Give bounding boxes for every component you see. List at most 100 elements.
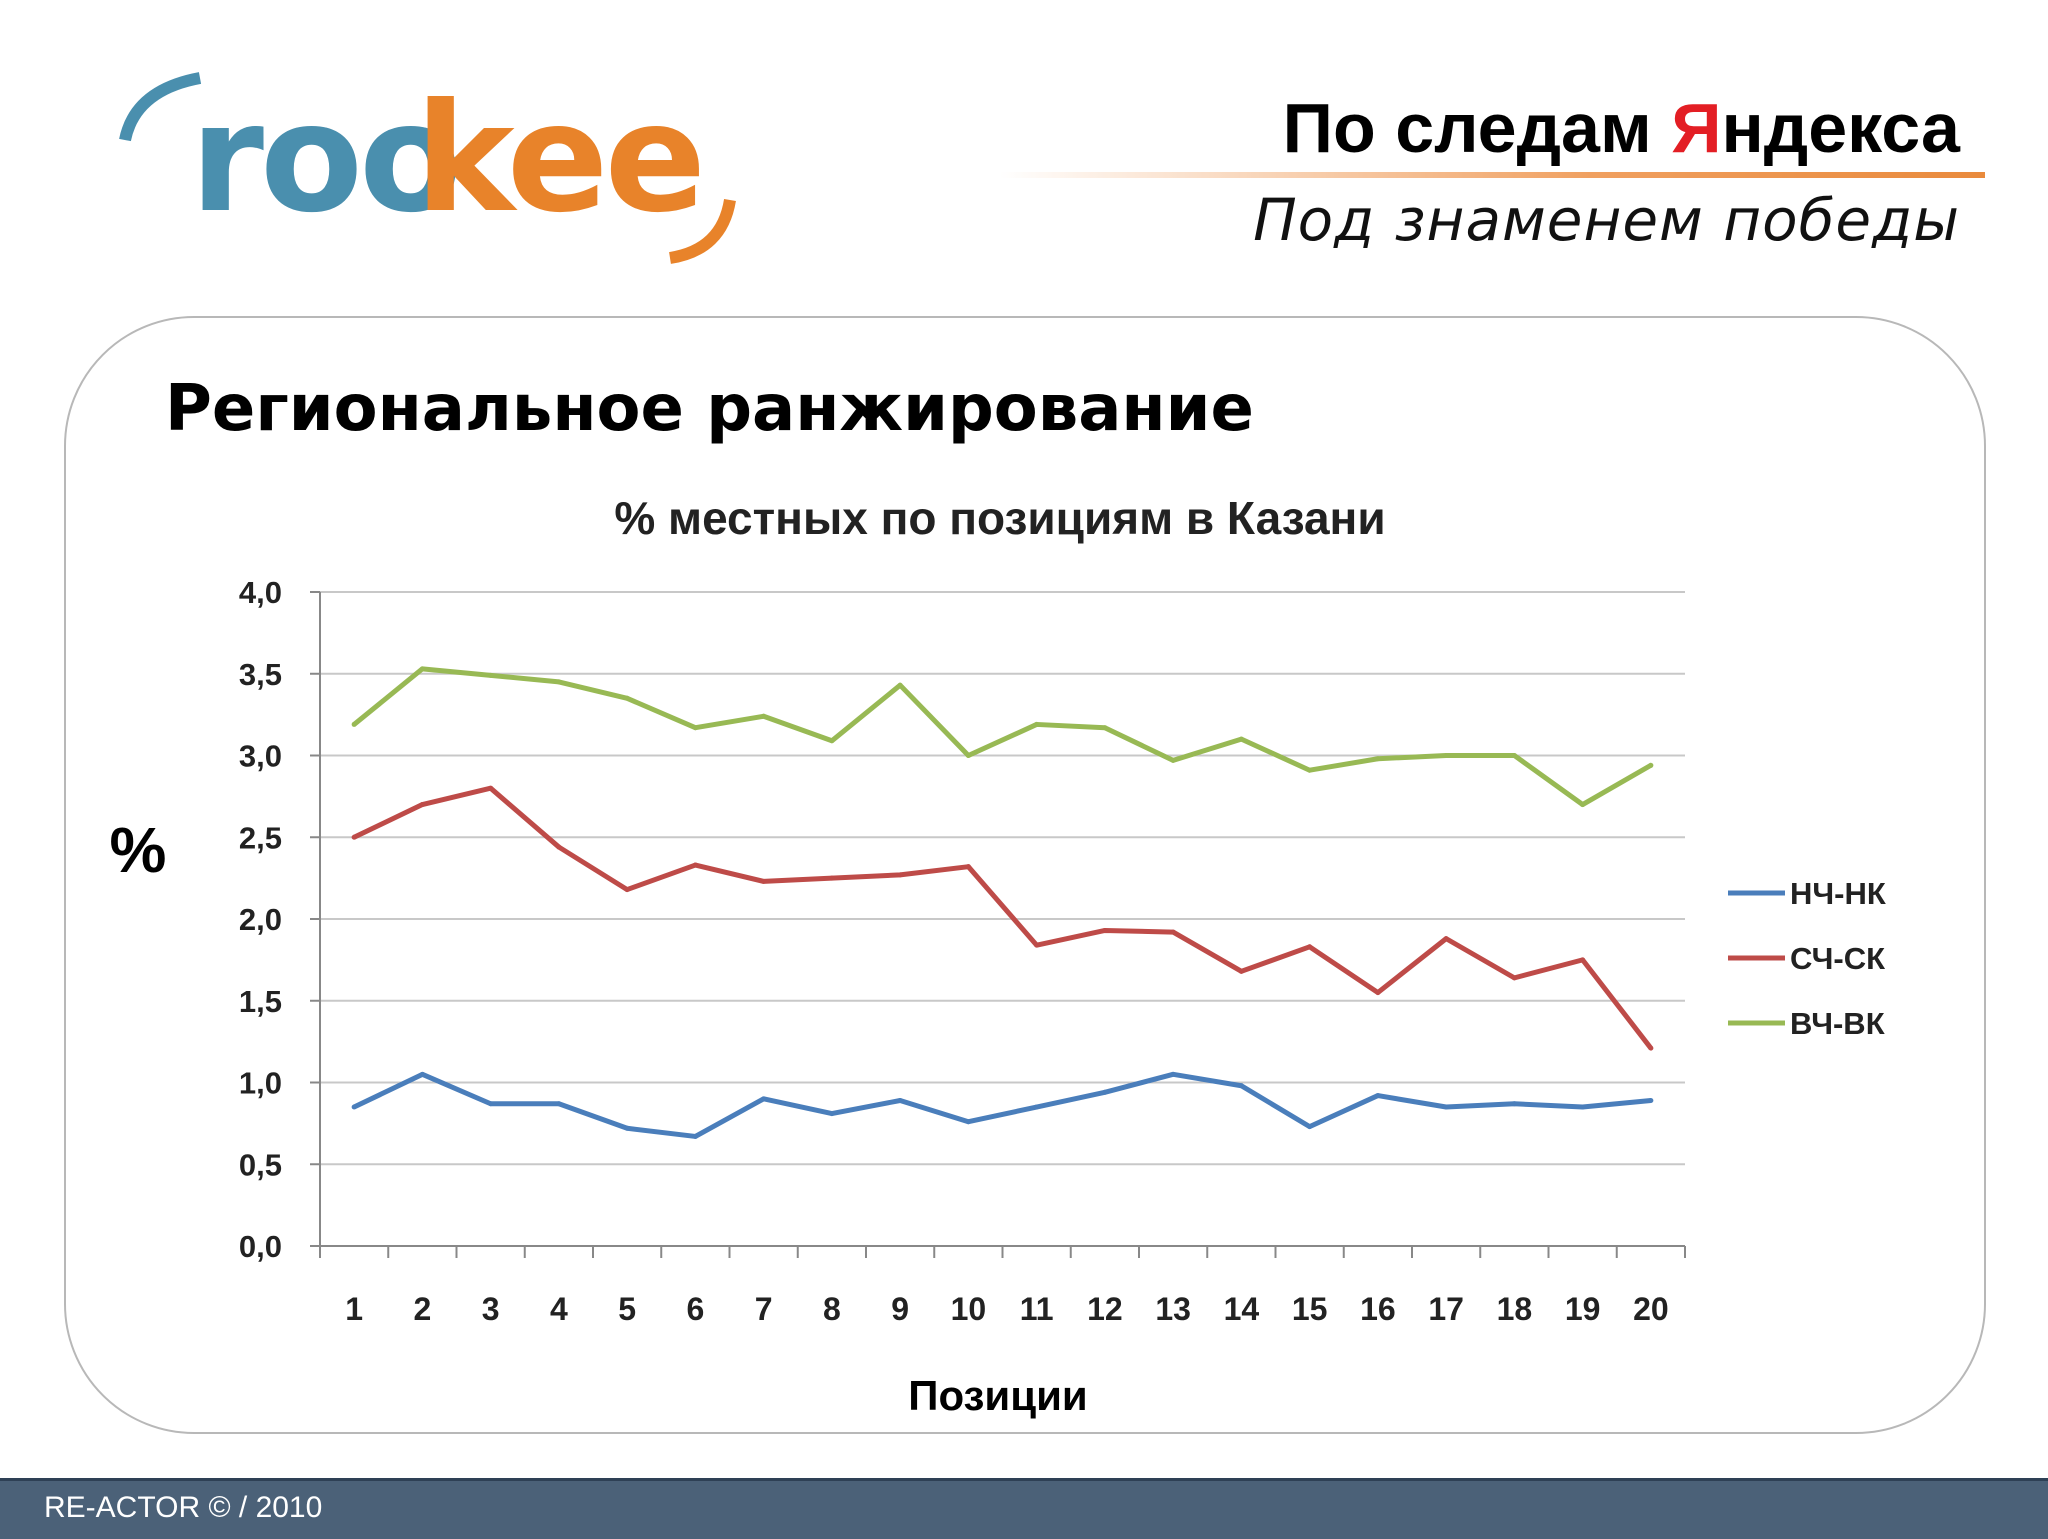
line-chart: % местных по позициям в Казани % Позиции… bbox=[110, 492, 1886, 1419]
x-tick-label: 7 bbox=[755, 1291, 773, 1327]
data-point bbox=[1238, 736, 1244, 742]
data-point bbox=[1170, 1071, 1176, 1077]
y-tick-label: 2,0 bbox=[239, 902, 282, 937]
data-point bbox=[692, 1133, 698, 1139]
data-point bbox=[624, 695, 630, 701]
data-point bbox=[897, 682, 903, 688]
header-title: По следам Яндекса bbox=[1283, 88, 1960, 168]
legend-label: СЧ-СК bbox=[1790, 941, 1885, 976]
data-point bbox=[965, 753, 971, 758]
data-point bbox=[1511, 975, 1517, 981]
slide-heading: Региональное ранжирование bbox=[165, 372, 1254, 446]
data-point bbox=[1034, 942, 1040, 948]
y-tick-label: 2,5 bbox=[239, 820, 282, 855]
series-line-ВЧ-ВК bbox=[352, 666, 1653, 808]
x-tick-label: 18 bbox=[1497, 1291, 1533, 1327]
data-point bbox=[624, 1125, 630, 1131]
x-tick-label: 19 bbox=[1565, 1291, 1601, 1327]
data-point bbox=[419, 666, 425, 672]
x-tick-label: 6 bbox=[686, 1291, 704, 1327]
data-point bbox=[1580, 802, 1586, 808]
x-tick-label: 4 bbox=[550, 1291, 568, 1327]
data-point bbox=[1102, 725, 1108, 731]
data-point bbox=[488, 1101, 494, 1107]
data-point bbox=[897, 1097, 903, 1103]
x-tick-label: 5 bbox=[618, 1291, 636, 1327]
data-point bbox=[1580, 957, 1586, 963]
y-tick-label: 1,5 bbox=[239, 984, 282, 1019]
legend-label: ВЧ-ВК bbox=[1790, 1006, 1885, 1041]
x-tick-label: 1 bbox=[345, 1291, 363, 1327]
data-point bbox=[692, 862, 698, 868]
data-point bbox=[965, 1119, 971, 1125]
data-point bbox=[829, 738, 835, 744]
x-tick-label: 20 bbox=[1633, 1291, 1669, 1327]
data-point bbox=[556, 679, 562, 685]
data-point bbox=[965, 864, 971, 870]
data-point bbox=[1307, 767, 1313, 773]
y-tick-label: 0,0 bbox=[239, 1229, 282, 1264]
x-tick-label: 15 bbox=[1292, 1291, 1328, 1327]
data-point bbox=[829, 875, 835, 881]
data-point bbox=[1034, 721, 1040, 727]
x-tick-label: 16 bbox=[1360, 1291, 1396, 1327]
data-point bbox=[419, 802, 425, 808]
footer-bar bbox=[0, 1478, 2048, 1539]
title-accent-letter: Я bbox=[1671, 89, 1722, 167]
data-point bbox=[1375, 1093, 1381, 1099]
data-point bbox=[1170, 757, 1176, 763]
data-point bbox=[1648, 1045, 1654, 1051]
data-point bbox=[1102, 1089, 1108, 1095]
data-point bbox=[761, 878, 767, 884]
series-line-НЧ-НК bbox=[353, 1071, 1652, 1139]
data-point bbox=[351, 1104, 357, 1110]
x-tick-label: 2 bbox=[413, 1291, 431, 1327]
data-point bbox=[1511, 1101, 1517, 1107]
chart-title: % местных по позициям в Казани bbox=[614, 492, 1385, 544]
logo-text-kee: kee bbox=[415, 72, 702, 246]
title-part: По следам bbox=[1282, 89, 1672, 167]
data-point bbox=[351, 834, 357, 840]
y-tick-label: 3,5 bbox=[239, 657, 282, 692]
data-point bbox=[1580, 1104, 1586, 1110]
y-tick-label: 1,0 bbox=[239, 1066, 282, 1101]
logo-text-roo: roo bbox=[190, 72, 458, 246]
header-subtitle: Под знаменем победы bbox=[1253, 186, 1960, 254]
header-divider bbox=[1000, 172, 1985, 178]
series-line-СЧ-СК bbox=[353, 785, 1653, 1050]
data-point bbox=[556, 1101, 562, 1107]
x-tick-label: 11 bbox=[1020, 1291, 1054, 1327]
footer-text: RE-ACTOR © / 2010 bbox=[44, 1491, 323, 1524]
data-point bbox=[1648, 1097, 1654, 1103]
data-point bbox=[1102, 927, 1108, 933]
x-tick-label: 8 bbox=[823, 1291, 841, 1327]
data-point bbox=[829, 1111, 835, 1117]
x-tick-label: 13 bbox=[1155, 1291, 1191, 1327]
legend-label: НЧ-НК bbox=[1790, 876, 1886, 911]
data-point bbox=[488, 672, 494, 678]
data-point bbox=[419, 1071, 425, 1077]
data-point bbox=[1307, 1124, 1313, 1130]
data-point bbox=[351, 721, 357, 727]
data-point bbox=[1443, 936, 1449, 942]
data-point bbox=[761, 1096, 767, 1102]
x-tick-label: 12 bbox=[1087, 1291, 1123, 1327]
data-point bbox=[556, 844, 562, 850]
data-point bbox=[1034, 1104, 1040, 1110]
y-tick-label: 4,0 bbox=[239, 575, 282, 610]
y-axis-label: % bbox=[110, 814, 167, 886]
rookee-logo: roo kee bbox=[110, 70, 750, 275]
data-point bbox=[692, 725, 698, 731]
x-tick-label: 10 bbox=[951, 1291, 987, 1327]
data-point bbox=[761, 713, 767, 719]
data-point bbox=[897, 872, 903, 878]
data-point bbox=[1648, 762, 1654, 768]
data-point bbox=[1375, 756, 1381, 762]
x-tick-label: 9 bbox=[891, 1291, 909, 1327]
x-axis-label: Позиции bbox=[908, 1372, 1087, 1419]
x-tick-label: 3 bbox=[482, 1291, 500, 1327]
x-tick-label: 14 bbox=[1224, 1291, 1260, 1327]
data-point bbox=[1443, 753, 1449, 758]
y-tick-label: 0,5 bbox=[239, 1147, 282, 1182]
data-point bbox=[1238, 1083, 1244, 1089]
